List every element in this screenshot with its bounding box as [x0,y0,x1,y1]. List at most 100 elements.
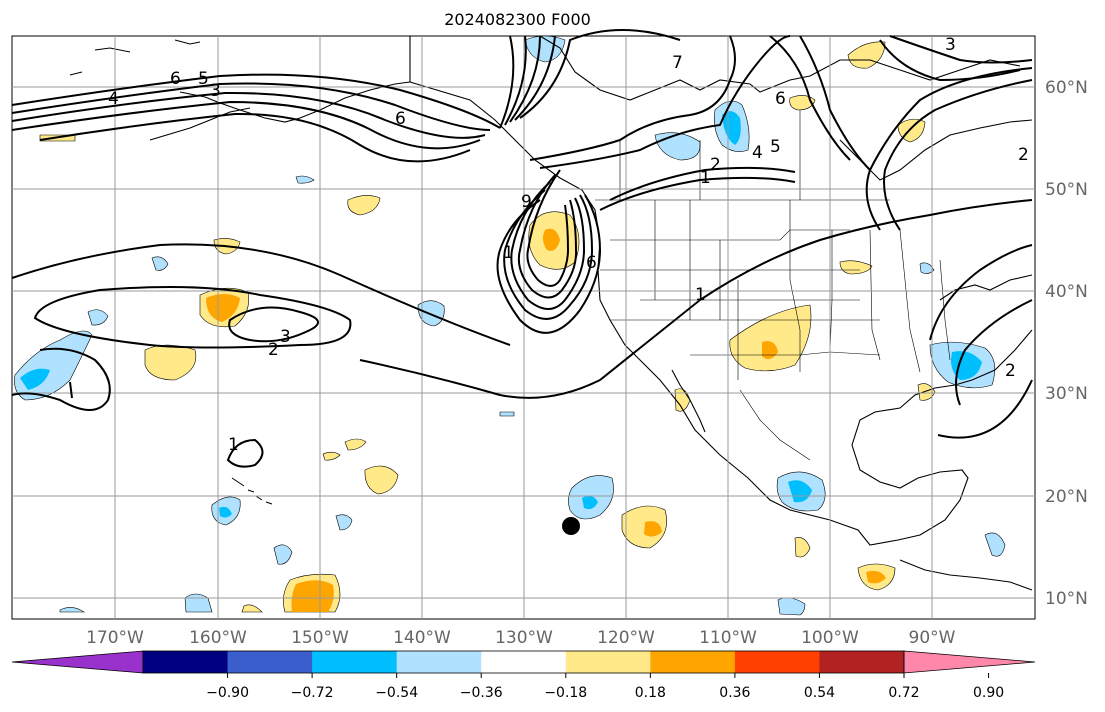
colorbar-tick-label: 0.18 [635,685,666,701]
contour-label: 5 [770,137,781,157]
anomaly-negative [87,309,109,326]
contour-label: 9 [521,192,532,212]
anomaly-positive [762,341,778,360]
anomaly-negative [788,480,812,503]
anomaly-positive [241,604,263,613]
shaded-anomalies [14,35,1006,616]
colorbar-bin [396,651,482,673]
anomaly-positive [621,505,667,549]
contour-label: 2 [710,155,721,175]
contour-label: 3 [945,35,956,55]
contour-label: 2 [1018,145,1029,165]
contour-label: 7 [672,53,683,73]
longitude-label: 130°W [495,628,553,648]
anomaly-negative [919,262,935,274]
anomaly-negative [295,175,315,184]
anomaly-positive [542,228,560,251]
colorbar-extension-high [903,650,1036,674]
longitude-label: 110°W [699,628,757,648]
colorbar-bin [143,651,229,673]
latitude-label: 30°N [1045,384,1088,404]
anomaly-negative [582,495,598,510]
anomaly-negative [335,514,353,531]
contour-lines [11,29,1033,468]
longitude-label: 150°W [291,628,349,648]
latitude-label: 50°N [1045,180,1088,200]
anomaly-positive [364,465,399,495]
colorbar-tick-label: −0.54 [375,685,418,701]
colorbar-tick-label: −0.18 [544,685,587,701]
contour-label: 5 [198,69,209,89]
longitude-label: 90°W [909,628,956,648]
contour-label: 4 [108,89,119,109]
graticule [12,36,1035,619]
colorbar-tick-label: −0.90 [206,685,249,701]
anomaly-positive [866,570,886,584]
state-borders [595,110,951,461]
colorbar-tick-labels: −0.90 −0.72 −0.54 −0.36 −0.18 0.18 0.36 0.54 0.7… [206,673,1004,701]
islands [69,39,273,505]
contour-label: 6 [586,253,597,273]
colorbar-tick-label: 0.72 [888,685,919,701]
latitude-label: 20°N [1045,487,1088,507]
anomaly-negative [59,607,85,613]
colorbar-tick-label: −0.72 [291,685,334,701]
longitude-label: 120°W [597,628,655,648]
anomaly-negative [951,351,982,380]
anomaly-positive [344,438,367,451]
anomaly-negative [20,368,50,390]
anomaly-negative [499,411,515,417]
anomaly-positive [917,383,936,401]
colorbar-bin [734,651,820,673]
colorbar-extension-low [11,650,144,674]
longitude-labels: 170°W 160°W 150°W 140°W 130°W 120°W 110°W 100°W… [86,628,956,648]
anomaly-positive [144,344,197,381]
longitude-label: 140°W [393,628,451,648]
colorbar-bin [565,651,651,673]
colorbar-tick-label: 0.90 [973,685,1004,701]
colorbar-bin [312,651,398,673]
contour-label: 1 [700,168,711,188]
anomaly-negative [273,544,293,565]
contour-label: 2 [268,340,279,360]
anomaly-positive [206,294,240,322]
contour-labels: 6 5 3 4 6 7 6 9 6 5 4 2 1 1 3 2 1 1 2 3 … [108,35,1029,455]
colorbar-bin [481,651,567,673]
colorbar-bin [227,651,313,673]
latitude-label: 60°N [1045,78,1088,98]
anomaly-positive [291,580,334,612]
anomaly-positive [322,451,341,461]
anomaly-positive [347,195,381,216]
colorbar-bin [650,651,736,673]
contour-label: 6 [170,69,181,89]
anomaly-negative [984,532,1006,557]
anomaly-negative [722,111,741,145]
longitude-label: 100°W [801,628,859,648]
colorbar-tick-label: −0.36 [460,685,503,701]
latitude-labels: 60°N 50°N 40°N 30°N 20°N 10°N [1045,78,1088,609]
longitude-label: 170°W [86,628,144,648]
contour-label: 3 [210,81,221,101]
colorbar [11,650,1036,674]
station-marker [562,517,580,535]
contour-label: 1 [503,243,514,263]
contour-label: 4 [752,143,763,163]
colorbar-tick-label: 0.54 [804,685,835,701]
contour-label: 1 [228,435,239,455]
anomaly-negative [219,506,232,518]
anomaly-positive [789,95,816,111]
latitude-label: 10°N [1045,589,1088,609]
anomaly-positive [794,537,811,558]
map-title: 2024082300 F000 [444,10,591,29]
contour-label: 6 [395,109,406,129]
colorbar-tick-label: 0.36 [719,685,750,701]
contour-label: 2 [1005,361,1016,381]
latitude-label: 40°N [1045,282,1088,302]
contour-label: 3 [280,327,291,347]
colorbar-frame [142,650,905,674]
contour-label: 6 [775,89,786,109]
contour-label: 1 [695,285,706,305]
longitude-label: 160°W [189,628,247,648]
colorbar-bin [819,651,905,673]
